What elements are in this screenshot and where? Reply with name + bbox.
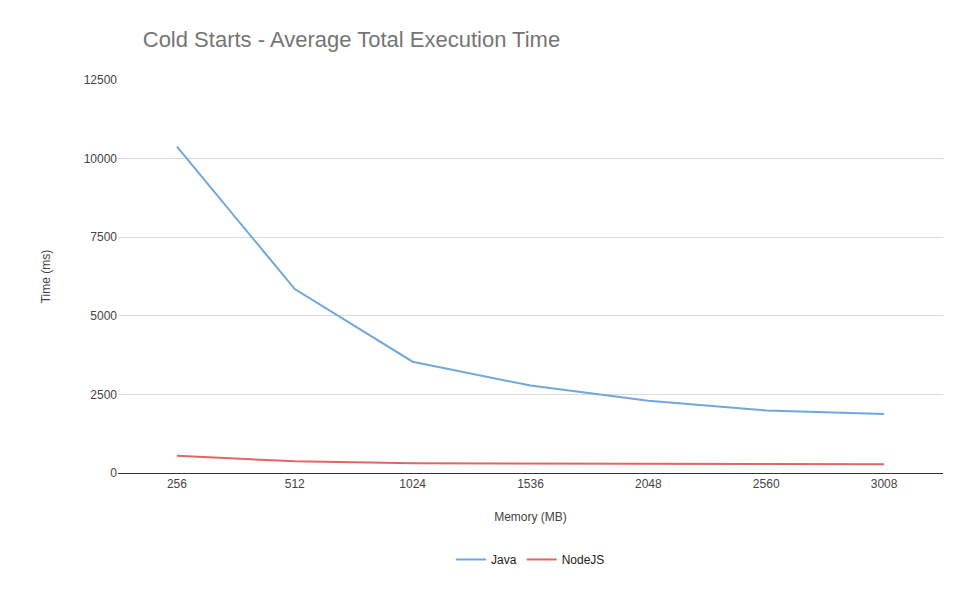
svg-text:Memory (MB): Memory (MB) [494,510,567,524]
svg-text:Cold Starts - Average Total Ex: Cold Starts - Average Total Execution Ti… [143,27,560,52]
svg-text:256: 256 [167,477,187,491]
svg-text:1024: 1024 [399,477,426,491]
svg-text:Time (ms): Time (ms) [39,250,53,304]
svg-text:3008: 3008 [871,477,898,491]
svg-text:2048: 2048 [635,477,662,491]
svg-text:5000: 5000 [90,309,117,323]
svg-text:2500: 2500 [90,388,117,402]
svg-text:1536: 1536 [517,477,544,491]
svg-text:10000: 10000 [84,152,118,166]
svg-text:512: 512 [285,477,305,491]
svg-text:2560: 2560 [753,477,780,491]
svg-text:Java: Java [491,553,517,567]
svg-text:7500: 7500 [90,230,117,244]
svg-text:NodeJS: NodeJS [562,553,605,567]
svg-text:0: 0 [110,466,117,480]
svg-text:12500: 12500 [84,73,118,87]
